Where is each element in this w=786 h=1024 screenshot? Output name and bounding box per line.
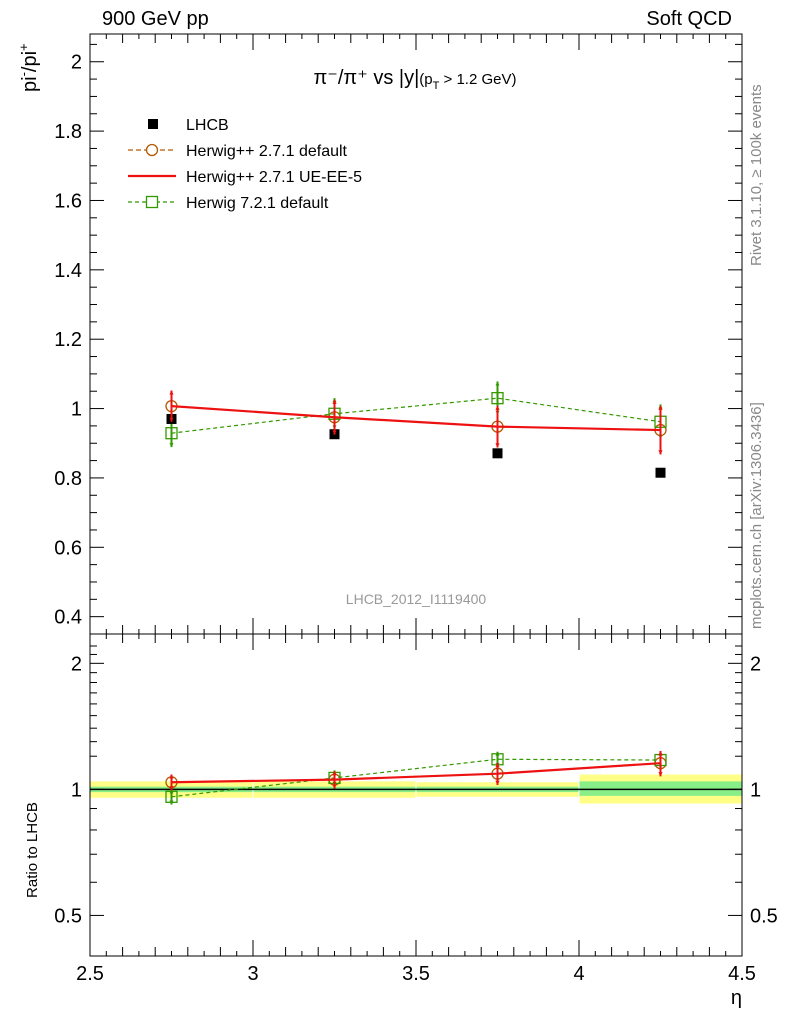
error-cap [169,774,174,779]
x-tick-label: 4.5 [728,963,756,985]
error-cap [658,405,663,410]
ratio-y-tick-label-right: 1 [750,779,761,801]
error-cap [495,405,500,410]
error-cap [495,443,500,448]
data-point [491,392,504,405]
legend: LHCB Herwig++ 2.7.1 default Herwig++ 2.7.1… [128,117,362,212]
error-cap [495,780,500,785]
legend-entry: Herwig++ 2.7.1 default [128,143,348,160]
error-cap [495,381,500,386]
error-cap [332,430,337,435]
ratio-y-tick-label-right: 2 [750,653,761,675]
series-herwig-2-7-1-ue-ee-5 [169,750,663,791]
y-tick-label: 1.4 [54,260,82,282]
ratio-y-tick-label: 2 [71,653,82,675]
ratio-plot-frame [89,633,743,957]
main-y-axis-label: pi-/pi+ [16,43,41,92]
error-cap [169,390,174,395]
chart-title: π⁻/π⁺ vs |y|(pT > 1.2 GeV) [314,67,517,92]
series-line [171,397,661,434]
legend-entry: LHCB [148,117,229,134]
error-cap [658,450,663,455]
y-tick-label: 0.6 [54,537,82,559]
series-herwig-7-2-1-default [165,381,667,448]
series-line [171,758,661,798]
header-right: Soft QCD [646,8,732,30]
error-cap [169,417,174,422]
mcplots-label: mcplots.cern.ch [arXiv:1306.3436] [748,402,765,629]
analysis-label: LHCB_2012_I1119400 [346,591,487,607]
error-cap [332,784,337,789]
ratio-y-axis-label: Ratio to LHCB [24,802,41,898]
error-cap [495,763,500,768]
legend-label: Herwig++ 2.7.1 UE-EE-5 [186,169,362,186]
y-tick-label: 1.2 [54,329,82,351]
y-tick-label: 1 [71,399,82,421]
x-axis-label: η [731,987,742,1009]
legend-entry: Herwig++ 2.7.1 UE-EE-5 [128,169,362,186]
x-tick-label: 2.5 [76,963,104,985]
legend-label: LHCB [186,117,229,134]
error-cap [658,772,663,777]
ratio-y-tick-label: 0.5 [54,905,82,927]
series-line [171,405,661,432]
y-tick-label: 1.8 [54,121,82,143]
series-lhcb [166,413,666,478]
legend-label: Herwig++ 2.7.1 default [186,143,348,160]
y-tick-label: 2 [71,52,82,74]
legend-swatch [148,119,158,129]
header-left: 900 GeV pp [102,8,209,30]
error-cap [169,786,174,791]
legend-marker [145,143,159,157]
y-tick-label: 0.8 [54,468,82,490]
error-cap [332,399,337,404]
ratio-y-tick-label-right: 0.5 [750,905,778,927]
uncertainty-band-inner [579,781,742,796]
data-point [165,790,178,803]
error-cap [658,750,663,755]
x-tick-label: 3.5 [402,963,430,985]
ratio-y-tick-label: 1 [71,779,82,801]
data-point [492,448,503,459]
series-line [171,762,661,784]
series-herwig-2-7-1-ue-ee-5 [169,390,663,455]
y-tick-label: 0.4 [54,607,82,629]
data-point [655,467,666,478]
data-point [165,427,178,440]
rivet-label: Rivet 3.1.10, ≥ 100k events [748,84,765,266]
legend-entry: Herwig 7.2.1 default [128,195,329,212]
series-line [171,405,661,431]
y-tick-label: 1.6 [54,190,82,212]
x-tick-label: 4 [573,963,584,985]
legend-marker [145,195,159,209]
error-cap [169,443,174,448]
error-cap [332,771,337,776]
x-tick-label: 3 [247,963,258,985]
legend-label: Herwig 7.2.1 default [186,195,329,212]
